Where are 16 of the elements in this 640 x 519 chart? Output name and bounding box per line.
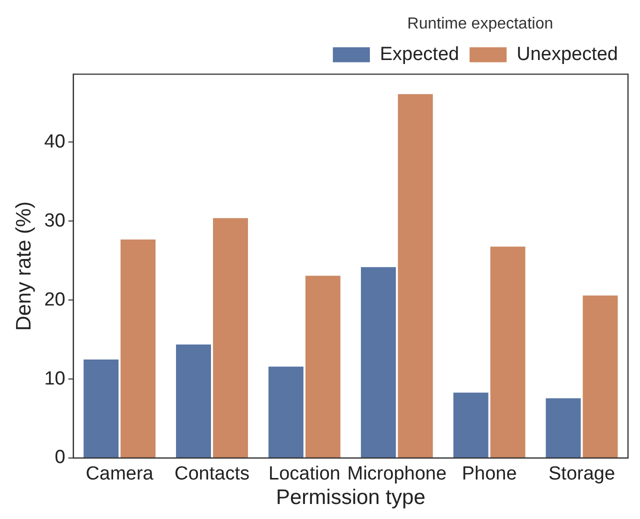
- y-tick-label: 40: [44, 131, 66, 152]
- x-tick-label: Microphone: [347, 464, 447, 485]
- legend-title: Runtime expectation: [407, 15, 554, 32]
- legend-label: Expected: [380, 44, 460, 65]
- x-tick-label: Camera: [86, 464, 154, 485]
- y-axis-title: Deny rate (%): [12, 201, 36, 331]
- x-tick-label: Contacts: [174, 464, 250, 485]
- y-tick-label: 10: [44, 368, 66, 390]
- y-tick-label: 20: [44, 289, 66, 310]
- x-tick-label: Location: [268, 464, 340, 485]
- y-tick-label: 30: [44, 210, 66, 232]
- x-tick-label: Phone: [462, 464, 517, 485]
- y-tick-label: 0: [54, 447, 66, 468]
- x-axis-title: Permission type: [276, 486, 426, 510]
- x-tick-label: Storage: [548, 464, 616, 485]
- legend-label: Unexpected: [516, 44, 618, 65]
